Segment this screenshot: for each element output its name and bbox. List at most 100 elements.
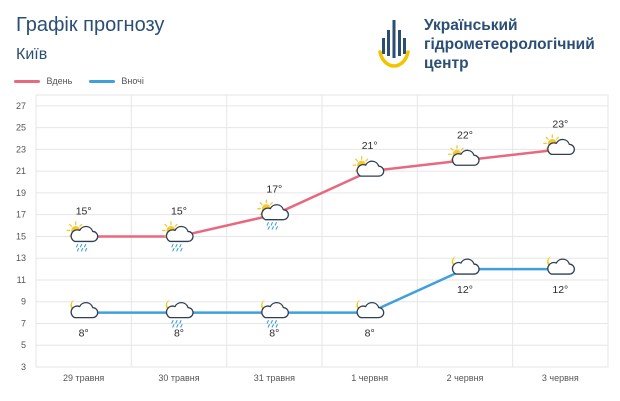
rain-drop (271, 226, 274, 230)
y-tick-label: 25 (16, 123, 26, 133)
cloud-shape (165, 225, 194, 243)
series-line-day (83, 148, 561, 238)
chart-legend: Вдень Вночі (14, 76, 158, 86)
org-name-line-2: гідрометеорологічний (424, 36, 595, 53)
moon-cloud-rain-icon (165, 299, 194, 328)
sun-ray (164, 223, 168, 227)
sun-ray (460, 147, 464, 151)
night-temp-label: 12° (457, 284, 473, 296)
rain-drop (75, 243, 79, 248)
sun-cloud-rain-icon (66, 221, 99, 252)
moon-cloud-rain-icon (261, 299, 289, 328)
rain-drop (266, 320, 269, 324)
sun-ray (545, 136, 549, 140)
rain-drop (180, 324, 183, 328)
day-temp-label: 15° (171, 205, 187, 217)
x-tick-label: 1 червня (351, 373, 388, 383)
y-tick-label: 21 (16, 166, 26, 176)
y-tick-label: 19 (16, 188, 26, 198)
legend-item-day[interactable]: Вдень (14, 76, 72, 86)
sun-ray (69, 223, 73, 227)
night-temp-label: 8° (174, 328, 184, 340)
moon-cloud-icon (70, 299, 99, 319)
org-name-line-1: Український (424, 17, 518, 34)
sun-cloud-icon (447, 145, 480, 166)
cloud-shape (261, 302, 289, 319)
rain-drops (75, 243, 88, 252)
night-temp-label: 12° (552, 284, 568, 296)
rain-drop (80, 247, 84, 252)
ukrhydromet-logo-icon (378, 20, 410, 68)
y-tick-label: 11 (17, 275, 26, 285)
series-line-night (83, 267, 561, 314)
sun-ray (355, 158, 359, 162)
cloud-shape (451, 149, 480, 166)
rain-drop (76, 247, 80, 252)
rain-drops (171, 243, 183, 252)
rain-drop (180, 247, 183, 252)
rain-drops (266, 320, 278, 328)
sun-ray (79, 223, 83, 227)
legend-label-day: Вдень (46, 76, 73, 86)
rain-drop (271, 324, 274, 328)
moon-cloud-icon (356, 299, 385, 319)
rain-drop (176, 324, 179, 328)
day-temp-label: 15° (76, 205, 92, 217)
rain-drops (266, 222, 278, 230)
y-tick-label: 7 (21, 318, 26, 328)
rain-drop (270, 320, 273, 324)
sun-ray (259, 202, 263, 206)
night-temp-label: 8° (269, 328, 279, 340)
sun-cloud-rain-icon (257, 199, 289, 230)
rain-drop (172, 324, 175, 328)
organization-logo-block: Український гідрометеорологічний центр (374, 16, 614, 72)
night-temp-label: 8° (365, 328, 375, 340)
rain-drop (172, 247, 175, 252)
x-tick-label: 29 травня (63, 373, 104, 383)
y-tick-label: 27 (16, 101, 26, 111)
sun-ray (269, 202, 273, 206)
sun-cloud-icon (543, 134, 575, 156)
rain-drop (179, 320, 182, 324)
day-temp-label: 17° (266, 184, 282, 196)
sun-ray (450, 147, 454, 151)
day-temp-label: 23° (552, 118, 568, 130)
rain-drop (270, 222, 273, 226)
cloud-shape (547, 258, 575, 275)
rain-drop (171, 243, 174, 248)
y-tick-label: 13 (16, 253, 26, 263)
city-name: Київ (16, 46, 48, 63)
cloud-shape (70, 302, 99, 319)
x-tick-label: 2 червня (447, 373, 484, 383)
y-tick-label: 9 (21, 297, 26, 307)
y-tick-label: 5 (21, 340, 26, 350)
x-tick-label: 3 червня (542, 373, 579, 383)
rain-drop (275, 226, 278, 230)
moon-cloud-icon (547, 256, 575, 275)
rain-drop (267, 324, 270, 328)
y-tick-label: 23 (16, 144, 26, 154)
rain-drop (179, 243, 182, 248)
chart-title: Графік прогнозу (16, 14, 165, 36)
sun-ray (174, 223, 178, 227)
sun-ray (555, 136, 559, 140)
rain-drop (175, 243, 178, 248)
cloud-shape (451, 258, 480, 275)
x-tick-label: 30 травня (158, 373, 199, 383)
sun-cloud-rain-icon (161, 221, 194, 252)
legend-swatch-night (88, 80, 115, 84)
legend-item-night[interactable]: Вночі (88, 76, 144, 86)
y-tick-label: 17 (16, 210, 26, 220)
moon-cloud-icon (451, 256, 480, 275)
night-temp-label: 8° (79, 328, 89, 340)
cloud-shape (165, 302, 194, 319)
legend-label-night: Вночі (121, 76, 144, 86)
organization-name: Український гідрометеорологічний центр (424, 16, 595, 73)
org-name-line-3: центр (424, 55, 469, 72)
rain-drop (275, 324, 278, 328)
day-temp-label: 21° (362, 140, 378, 152)
legend-swatch-day (14, 80, 40, 84)
rain-drop (266, 222, 269, 226)
rain-drop (176, 247, 179, 252)
